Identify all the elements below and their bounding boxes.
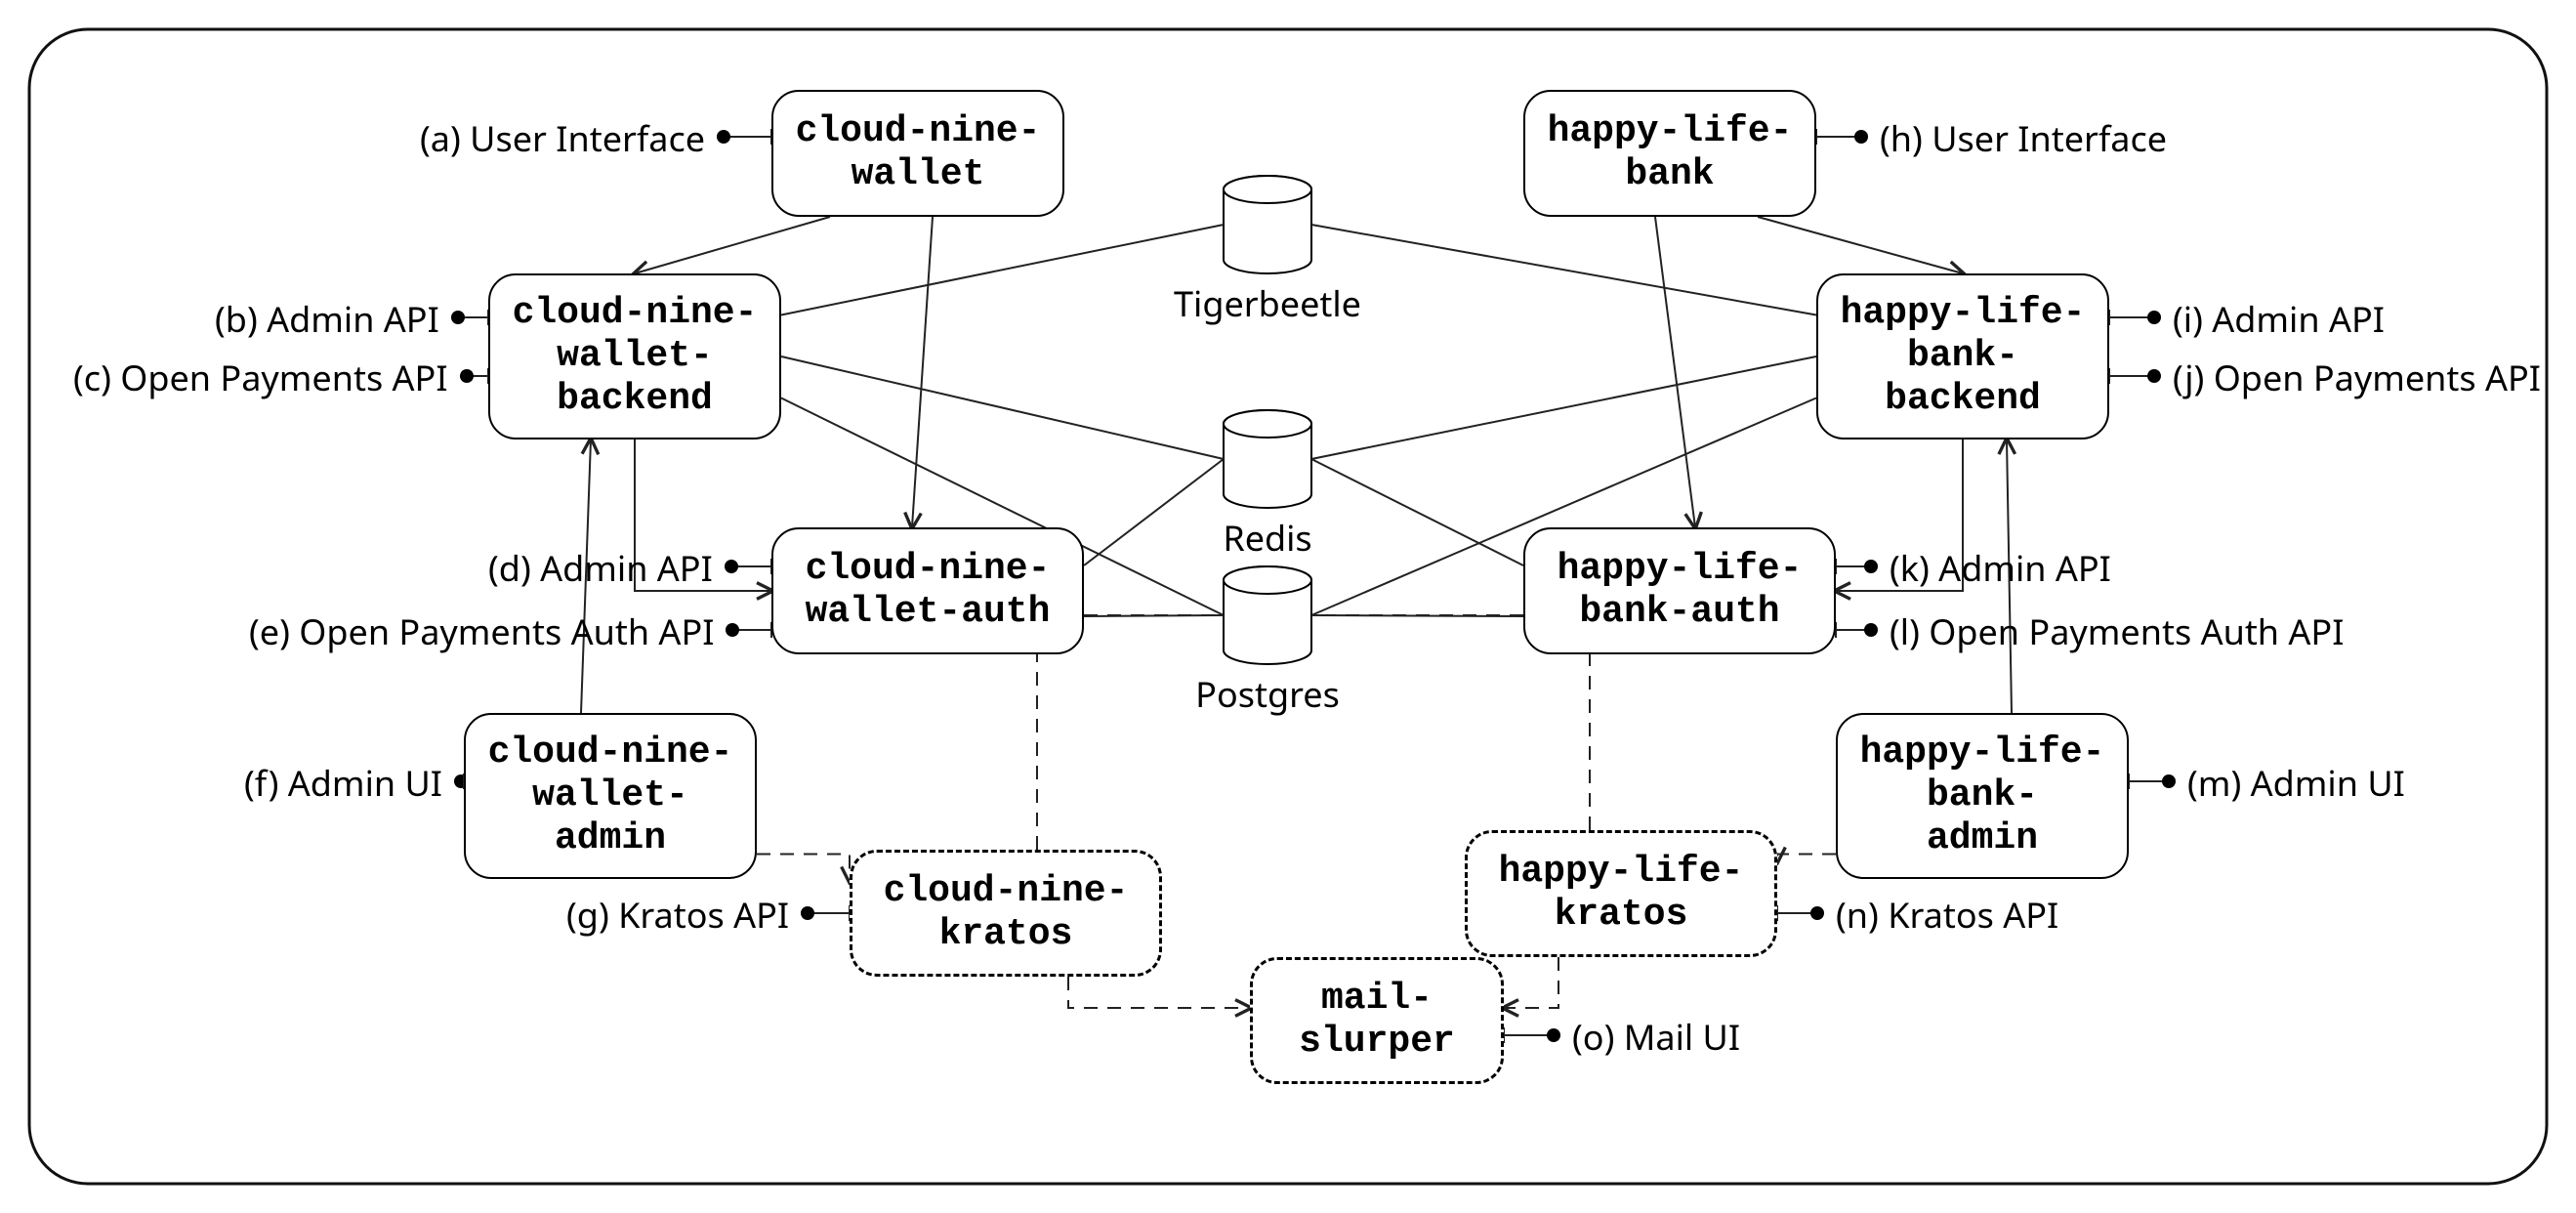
node-cnw-auth: cloud-nine-wallet-auth (771, 527, 1084, 654)
db-label-postgres: Postgres (1150, 670, 1385, 718)
node-hlb-admin: happy-life-bank-admin (1836, 713, 2129, 879)
annotation-e: (e) Open Payments Auth API (249, 607, 714, 655)
db-label-tigerbeetle: Tigerbeetle (1150, 279, 1385, 327)
annotation-h: (h) User Interface (1880, 114, 2167, 162)
node-label-mail: mail-slurper (1299, 978, 1455, 1063)
annotation-o: (o) Mail UI (1572, 1013, 1740, 1061)
db-label-redis: Redis (1150, 514, 1385, 562)
node-label-hlb-kratos: happy-life-kratos (1499, 851, 1744, 936)
db-tigerbeetle (1224, 176, 1311, 273)
annotation-n: (n) Kratos API (1836, 891, 2058, 939)
node-label-cnw-admin: cloud-nine-wallet-admin (488, 732, 733, 859)
node-hlb-kratos: happy-life-kratos (1465, 830, 1777, 957)
node-cnw-backend: cloud-nine-wallet-backend (488, 273, 781, 439)
annotation-b: (b) Admin API (215, 295, 439, 343)
annotation-a: (a) User Interface (420, 114, 705, 162)
node-label-hlb-auth: happy-life-bank-auth (1558, 548, 1803, 633)
node-label-hlb: happy-life-bank (1548, 110, 1793, 195)
node-label-cnw-backend: cloud-nine-wallet-backend (513, 292, 758, 420)
node-label-hlb-admin: happy-life-bank-admin (1860, 732, 2105, 859)
annotation-m: (m) Admin UI (2187, 759, 2405, 807)
node-hlb-auth: happy-life-bank-auth (1523, 527, 1836, 654)
db-redis (1224, 410, 1311, 508)
annotation-d: (d) Admin API (488, 544, 713, 592)
annotation-c: (c) Open Payments API (73, 354, 448, 401)
annotation-i: (i) Admin API (2173, 295, 2385, 343)
node-hlb: happy-life-bank (1523, 90, 1816, 217)
node-mail: mail-slurper (1250, 957, 1504, 1084)
node-hlb-backend: happy-life-bank-backend (1816, 273, 2109, 439)
annotation-l: (l) Open Payments Auth API (1890, 607, 2344, 655)
node-cnw-admin: cloud-nine-wallet-admin (464, 713, 757, 879)
diagram-stage: Tigerbeetle Redis Postgres cloud-nine-walle… (0, 0, 2576, 1213)
node-cnw: cloud-nine-wallet (771, 90, 1064, 217)
node-label-cnw-kratos: cloud-nine-kratos (884, 870, 1129, 955)
annotation-k: (k) Admin API (1890, 544, 2111, 592)
db-postgres (1224, 566, 1311, 664)
annotation-j: (j) Open Payments API (2173, 354, 2541, 401)
node-label-hlb-backend: happy-life-bank-backend (1841, 292, 2086, 420)
annotation-f: (f) Admin UI (244, 759, 442, 807)
node-cnw-kratos: cloud-nine-kratos (850, 850, 1162, 977)
node-label-cnw: cloud-nine-wallet (796, 110, 1041, 195)
annotation-g: (g) Kratos API (566, 891, 789, 939)
node-label-cnw-auth: cloud-nine-wallet-auth (806, 548, 1051, 633)
